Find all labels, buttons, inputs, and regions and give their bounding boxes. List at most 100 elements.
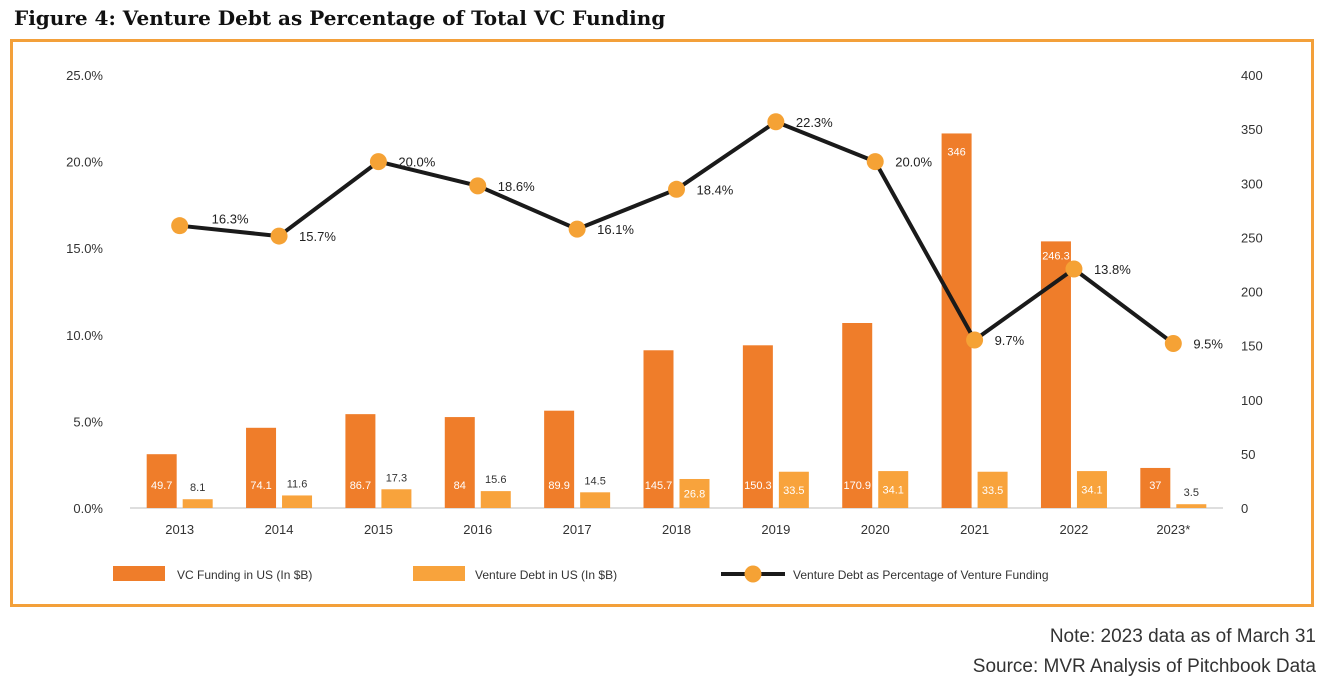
right-axis-tick-label: 250 bbox=[1241, 230, 1263, 245]
percentage-marker bbox=[1164, 334, 1182, 352]
percentage-marker bbox=[469, 177, 487, 195]
venture-debt-label: 33.5 bbox=[783, 485, 804, 497]
venture-debt-bar bbox=[1176, 504, 1207, 508]
x-axis-tick-label: 2017 bbox=[563, 522, 592, 537]
percentage-label: 9.7% bbox=[995, 333, 1025, 348]
vc-funding-bar bbox=[742, 345, 773, 508]
source-text: Source: MVR Analysis of Pitchbook Data bbox=[972, 656, 1316, 677]
vc-funding-bar bbox=[544, 410, 575, 508]
right-axis-tick-label: 200 bbox=[1241, 285, 1263, 300]
x-axis-tick-label: 2019 bbox=[761, 522, 790, 537]
venture-debt-bar bbox=[381, 489, 412, 508]
venture-debt-bar bbox=[778, 471, 809, 508]
venture-debt-label: 34.1 bbox=[1081, 485, 1102, 497]
venture-debt-label: 14.5 bbox=[584, 475, 605, 487]
x-axis-tick-label: 2022 bbox=[1059, 522, 1088, 537]
vc-funding-label: 145.7 bbox=[645, 480, 673, 492]
percentage-marker bbox=[767, 113, 785, 131]
percentage-marker bbox=[568, 220, 586, 238]
x-axis-tick-label: 2016 bbox=[463, 522, 492, 537]
venture-debt-bar bbox=[977, 471, 1008, 508]
venture-debt-label: 15.6 bbox=[485, 474, 506, 486]
legend-debt-label: Venture Debt in US (In $B) bbox=[475, 568, 617, 582]
x-axis-tick-label: 2021 bbox=[960, 522, 989, 537]
chart-frame: 0.0% 5.0% 10.0% 15.0% 20.0% 25.0% 0 50 100 150 200… bbox=[10, 39, 1314, 607]
vc-funding-label: 37 bbox=[1149, 480, 1161, 492]
percentage-label: 9.5% bbox=[1193, 336, 1223, 351]
percentage-marker bbox=[866, 153, 884, 171]
left-axis-tick-label: 5.0% bbox=[73, 414, 103, 429]
percentage-marker bbox=[1065, 260, 1083, 278]
left-axis-tick-label: 25.0% bbox=[66, 68, 103, 83]
percentage-marker bbox=[966, 331, 984, 349]
right-axis-tick-label: 150 bbox=[1241, 339, 1263, 354]
left-axis-tick-label: 10.0% bbox=[66, 328, 103, 343]
legend-line-marker bbox=[744, 565, 762, 583]
x-axis-tick-label: 2014 bbox=[265, 522, 294, 537]
note-text: Note: 2023 data as of March 31 bbox=[1049, 626, 1316, 647]
left-axis-tick-label: 15.0% bbox=[66, 241, 103, 256]
x-axis-tick-label: 2023* bbox=[1156, 522, 1190, 537]
venture-debt-label: 34.1 bbox=[883, 485, 904, 497]
vc-funding-label: 74.1 bbox=[250, 480, 271, 492]
x-axis-tick-label: 2015 bbox=[364, 522, 393, 537]
percentage-label: 18.4% bbox=[697, 182, 734, 197]
percentage-label: 22.3% bbox=[796, 115, 833, 130]
vc-funding-bar bbox=[842, 323, 873, 508]
vc-funding-label: 86.7 bbox=[350, 480, 371, 492]
vc-funding-label: 246.3 bbox=[1042, 250, 1070, 262]
percentage-label: 18.6% bbox=[498, 179, 535, 194]
right-axis-tick-label: 50 bbox=[1241, 447, 1255, 462]
right-axis-tick-label: 300 bbox=[1241, 176, 1263, 191]
venture-debt-label: 8.1 bbox=[190, 482, 205, 494]
legend-line-label: Venture Debt as Percentage of Venture Fu… bbox=[793, 568, 1049, 582]
vc-funding-label: 84 bbox=[454, 480, 466, 492]
left-axis-tick-label: 20.0% bbox=[66, 155, 103, 170]
percentage-label: 20.0% bbox=[398, 155, 435, 170]
percentage-label: 20.0% bbox=[895, 155, 932, 170]
vc-funding-label: 150.3 bbox=[744, 480, 772, 492]
x-axis-tick-label: 2018 bbox=[662, 522, 691, 537]
left-axis-tick-label: 0.0% bbox=[73, 501, 103, 516]
vc-funding-label: 89.9 bbox=[548, 480, 569, 492]
vc-funding-bar bbox=[941, 133, 972, 508]
vc-funding-bar bbox=[246, 427, 277, 508]
venture-debt-bar bbox=[878, 471, 909, 508]
legend-vc-label: VC Funding in US (In $B) bbox=[177, 568, 312, 582]
vc-funding-label: 346 bbox=[947, 146, 965, 158]
vc-funding-bar bbox=[146, 454, 177, 508]
percentage-marker bbox=[369, 153, 387, 171]
x-axis-tick-label: 2020 bbox=[861, 522, 890, 537]
venture-debt-bar bbox=[580, 492, 611, 508]
chart-title: Figure 4: Venture Debt as Percentage of … bbox=[14, 6, 666, 30]
venture-debt-label: 26.8 bbox=[684, 488, 705, 500]
legend-vc-swatch bbox=[113, 566, 165, 581]
percentage-marker bbox=[668, 180, 685, 198]
venture-debt-label: 11.6 bbox=[287, 478, 308, 490]
combo-chart: 0.0% 5.0% 10.0% 15.0% 20.0% 25.0% 0 50 100 150 200… bbox=[66, 68, 1263, 583]
vc-funding-bar bbox=[345, 414, 376, 508]
venture-debt-bar bbox=[679, 478, 710, 508]
right-axis-tick-label: 100 bbox=[1241, 393, 1263, 408]
vc-funding-bar bbox=[444, 417, 475, 508]
right-axis-tick-label: 350 bbox=[1241, 122, 1263, 137]
venture-debt-bar bbox=[282, 495, 313, 508]
venture-debt-label: 17.3 bbox=[386, 472, 407, 484]
percentage-label: 13.8% bbox=[1094, 262, 1131, 277]
venture-debt-bar bbox=[1076, 471, 1107, 508]
right-axis-tick-label: 0 bbox=[1241, 501, 1248, 516]
percentage-marker bbox=[270, 227, 288, 245]
venture-debt-bar bbox=[480, 491, 511, 508]
vc-funding-label: 49.7 bbox=[151, 480, 172, 492]
vc-funding-label: 170.9 bbox=[843, 480, 871, 492]
percentage-label: 16.1% bbox=[597, 222, 634, 237]
venture-debt-label: 33.5 bbox=[982, 485, 1003, 497]
percentage-label: 16.3% bbox=[212, 212, 249, 227]
x-axis-tick-label: 2013 bbox=[165, 522, 194, 537]
vc-funding-bar bbox=[1040, 241, 1071, 508]
percentage-label: 15.7% bbox=[299, 229, 336, 244]
venture-debt-label: 3.5 bbox=[1184, 487, 1199, 499]
percentage-marker bbox=[171, 217, 189, 235]
right-axis-tick-label: 400 bbox=[1241, 68, 1263, 83]
legend-debt-swatch bbox=[413, 566, 465, 581]
